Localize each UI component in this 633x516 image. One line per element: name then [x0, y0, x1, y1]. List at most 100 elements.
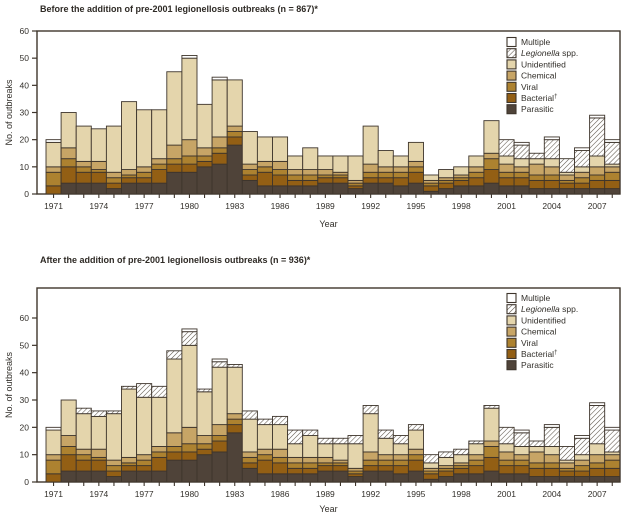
- bar-segment: [483, 158, 500, 171]
- bar-segment: [256, 185, 273, 195]
- bar-segment: [528, 446, 545, 453]
- bar-segment: [392, 166, 409, 173]
- legend-label-legionella: Legionella spp.: [521, 304, 578, 314]
- bar-segment: [75, 470, 92, 483]
- legend-label-unidentified: Unidentified: [521, 315, 566, 325]
- bar-segment: [543, 467, 560, 477]
- bar-segment: [574, 150, 591, 168]
- bar-segment: [287, 185, 304, 195]
- x-tick-label: 2007: [588, 201, 607, 211]
- bar-segment: [272, 456, 289, 464]
- bar-segment: [121, 456, 138, 464]
- legend-label-viral: Viral: [521, 338, 538, 348]
- bar-segment: [528, 188, 545, 195]
- chart-title-before: Before the addition of pre-2001 legionel…: [40, 4, 318, 14]
- bar-segment: [136, 109, 153, 168]
- bar-segment: [75, 160, 92, 168]
- bar-segment: [287, 456, 304, 464]
- bar-segment: [543, 139, 560, 160]
- bar-segment: [105, 470, 122, 477]
- legend-swatch-multiple: [506, 36, 517, 48]
- bars-group: [45, 55, 621, 195]
- bar-segment: [256, 136, 273, 162]
- bar-segment: [302, 435, 319, 458]
- bar-segment: [377, 171, 394, 179]
- bar-segment: [317, 182, 334, 195]
- bar-segment: [166, 432, 183, 447]
- bar-segment: [226, 424, 243, 434]
- bar-segment: [256, 418, 273, 426]
- bar-segment: [181, 163, 198, 173]
- bar-segment: [136, 465, 153, 472]
- bar-segment: [45, 429, 62, 456]
- bar-segment: [241, 169, 258, 176]
- bar-segment: [90, 459, 107, 472]
- bar-segment: [498, 451, 515, 461]
- bar-segment: [151, 169, 168, 184]
- bar-segment: [181, 331, 198, 346]
- legend-label-viral: Viral: [521, 82, 538, 92]
- bar-segment: [498, 171, 515, 179]
- bar-segment: [45, 185, 62, 195]
- x-tick-label: 1974: [89, 201, 108, 211]
- bar-segment: [574, 166, 591, 173]
- bar-segment: [513, 177, 530, 187]
- bar-segment: [75, 448, 92, 456]
- x-tick-label: 1983: [225, 201, 244, 211]
- bar-segment: [558, 476, 575, 483]
- bar-segment: [226, 413, 243, 420]
- bar-segment: [332, 182, 349, 195]
- bar-segment: [574, 454, 591, 461]
- y-tick-label: 60: [20, 26, 30, 36]
- bar-segment: [60, 112, 77, 149]
- bar-segment: [75, 182, 92, 195]
- bar-segment: [151, 451, 168, 458]
- bar-segment: [211, 424, 228, 436]
- bar-segment: [121, 470, 138, 483]
- legend-swatch-multiple: [506, 292, 517, 304]
- bar-segment: [589, 476, 606, 483]
- bar-segment: [302, 473, 319, 483]
- x-tick-label: 1986: [271, 201, 290, 211]
- bar-segment: [332, 443, 349, 461]
- bar-segment: [423, 473, 440, 480]
- bar-segment: [407, 182, 424, 195]
- bar-segment: [513, 465, 530, 475]
- bar-segment: [483, 407, 500, 442]
- bar-segment: [468, 171, 485, 179]
- bar-segment: [196, 103, 213, 149]
- bar-segment: [438, 476, 455, 483]
- bar-segment: [90, 410, 107, 417]
- bar-segment: [196, 147, 213, 157]
- bar-segment: [483, 182, 500, 195]
- bar-segment: [347, 443, 364, 469]
- bar-segment: [75, 125, 92, 162]
- bar-segment: [332, 155, 349, 173]
- legend-label-parasitic: Parasitic: [521, 104, 554, 114]
- bar-segment: [196, 391, 213, 436]
- bar-segment: [604, 459, 621, 469]
- bar-segment: [90, 415, 107, 450]
- bar-segment: [589, 467, 606, 477]
- bar-segment: [407, 429, 424, 450]
- bar-segment: [211, 152, 228, 165]
- legend-swatch-viral: [506, 337, 517, 348]
- bar-segment: [166, 144, 183, 160]
- bar-segment: [196, 443, 213, 450]
- x-tick-label: 1980: [180, 201, 199, 211]
- x-tick-label: 1980: [180, 489, 199, 499]
- bar-segment: [438, 470, 455, 477]
- bar-segment: [574, 470, 591, 477]
- bar-segment: [513, 454, 530, 461]
- bar-segment: [241, 131, 258, 165]
- bar-segment: [528, 476, 545, 483]
- bar-segment: [105, 410, 122, 415]
- bar-segment: [287, 174, 304, 181]
- bar-segment: [604, 139, 621, 143]
- bar-segment: [151, 158, 168, 165]
- bar-segment: [241, 174, 258, 181]
- bar-segment: [392, 435, 409, 445]
- bar-segment: [453, 467, 470, 475]
- bar-segment: [513, 473, 530, 483]
